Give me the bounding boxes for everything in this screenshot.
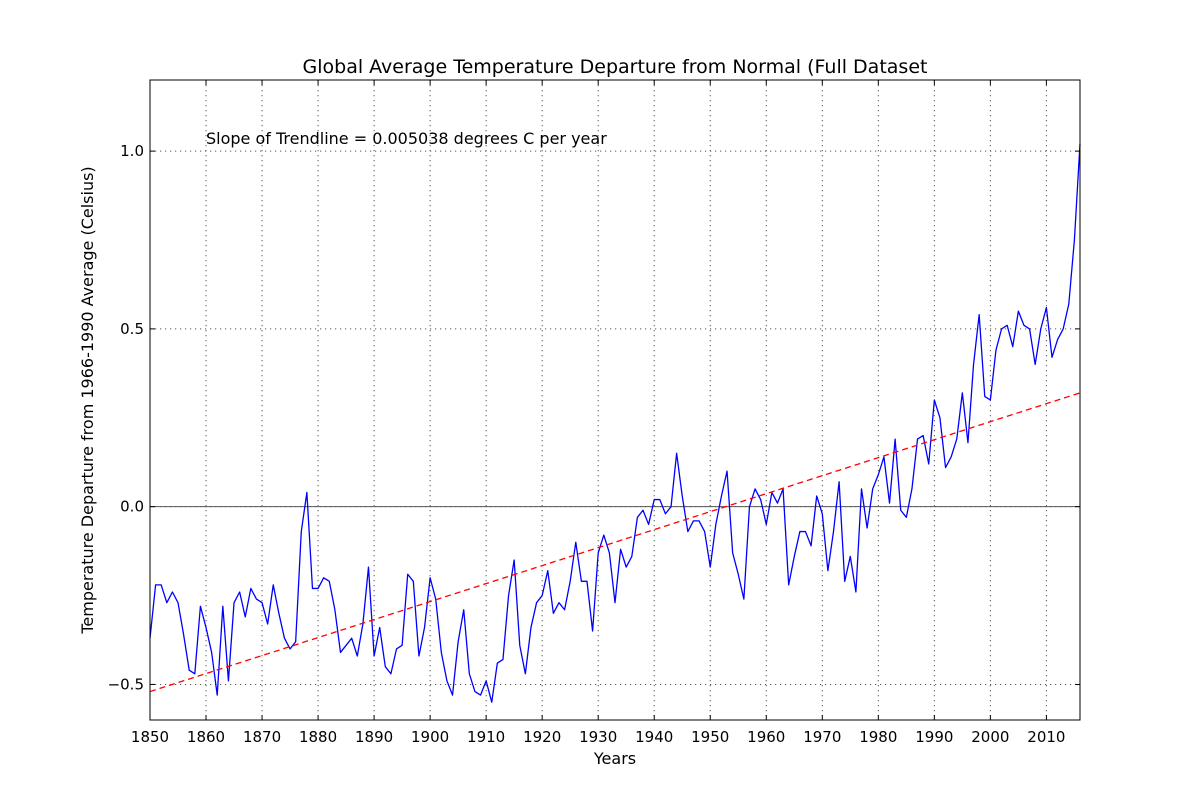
- plot-area: [149, 79, 1081, 721]
- x-tick-label: 1860: [187, 728, 225, 746]
- x-tick-label: 1870: [243, 728, 281, 746]
- trendline: [149, 392, 1081, 693]
- x-tick-label: 1950: [691, 728, 729, 746]
- x-tick-label: 1890: [355, 728, 393, 746]
- y-tick-label: −0.5: [108, 675, 144, 693]
- grid-lines: [149, 80, 1080, 720]
- x-tick-label: 1900: [411, 728, 449, 746]
- x-axis-label: Years: [593, 749, 636, 768]
- x-tick-label: 2010: [1027, 728, 1065, 746]
- axis-ticks: 1850 1860 1870 1880 1890 1900 1910 1920 1930 1940…: [108, 80, 1080, 746]
- x-tick-label: 1940: [635, 728, 673, 746]
- x-tick-label: 1850: [131, 728, 169, 746]
- x-tick-label: 1910: [467, 728, 505, 746]
- x-tick-label: 1880: [299, 728, 337, 746]
- temperature-series-line: [149, 143, 1081, 703]
- plot-frame: [149, 79, 1081, 721]
- x-tick-label: 1920: [523, 728, 561, 746]
- x-tick-label: 1970: [803, 728, 841, 746]
- x-tick-label: 1980: [859, 728, 897, 746]
- y-tick-label: 0.0: [120, 498, 144, 516]
- x-tick-label: 2000: [971, 728, 1009, 746]
- trendline-slope-annotation: Slope of Trendline = 0.005038 degrees C …: [206, 129, 607, 148]
- x-tick-label: 1990: [915, 728, 953, 746]
- x-tick-label: 1960: [747, 728, 785, 746]
- x-tick-label: 1930: [579, 728, 617, 746]
- y-axis-label: Temperature Departure from 1966-1990 Ave…: [78, 166, 97, 634]
- chart-title: Global Average Temperature Departure fro…: [303, 56, 928, 78]
- y-tick-label: 1.0: [120, 142, 144, 160]
- y-tick-label: 0.5: [120, 320, 144, 338]
